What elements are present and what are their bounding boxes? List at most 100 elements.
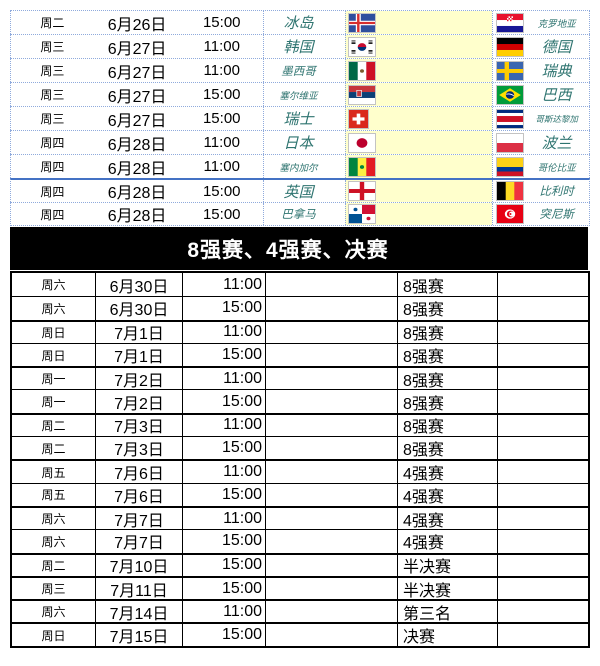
- weekday-cell: 周六: [41, 278, 66, 293]
- empty-cell: [265, 297, 397, 320]
- weekday-cell: 周二: [41, 441, 66, 456]
- knockout-row: 周六 6月30日 15:00 8强赛: [12, 296, 588, 320]
- knockout-banner: 8强赛、4强赛、决赛: [10, 227, 588, 270]
- home-flag-cell: [344, 180, 493, 202]
- germany-flag-icon: [496, 36, 525, 57]
- date-cell: 6月28日: [107, 136, 167, 154]
- time-cell: 15:00: [202, 110, 241, 127]
- away-name-box: 德国: [524, 36, 589, 57]
- knockout-row: 周六 7月14日 11:00 第三名: [12, 599, 588, 623]
- time-cell: 15:00: [182, 297, 265, 320]
- empty-cell: [265, 507, 397, 530]
- knockout-banner-title: 8强赛、4强赛、决赛: [187, 238, 389, 262]
- date-cell: 7月6日: [95, 461, 182, 483]
- time-cell: 15:00: [202, 86, 241, 103]
- weekday-cell: 周二: [40, 16, 65, 30]
- poland-flag-icon: [496, 132, 525, 153]
- weekday-cell: 周六: [41, 301, 66, 316]
- time-cell: 11:00: [182, 507, 265, 530]
- knockout-row: 周日 7月15日 15:00 决赛: [12, 622, 588, 646]
- time-cell: 11:00: [182, 601, 265, 623]
- home-team-name: 英国: [283, 182, 314, 201]
- date-cell: 7月14日: [95, 601, 182, 623]
- empty-cell: [265, 624, 397, 646]
- stage-cell: 8强赛: [397, 343, 497, 367]
- stage-cell: 4强赛: [397, 530, 497, 553]
- time-cell: 11:00: [182, 273, 265, 297]
- home-team-cell: 瑞士: [263, 107, 345, 130]
- date-cell: 6月27日: [107, 88, 167, 106]
- costa-rica-flag-icon: [496, 108, 525, 129]
- knockout-row: 周六 7月7日 11:00 4强赛: [12, 505, 588, 530]
- empty-cell: [265, 414, 397, 437]
- belgium-flag-icon: [496, 181, 525, 201]
- date-cell: 7月2日: [95, 368, 182, 390]
- group-match-row: 周三 6月27日 15:00 塞尔维亚 巴西: [10, 82, 590, 106]
- weekday-cell: 周三: [41, 582, 66, 596]
- stage-cell: 4强赛: [397, 483, 497, 506]
- away-team-name: 突尼斯: [539, 207, 574, 221]
- weekday-cell: 周三: [40, 40, 65, 54]
- switzerland-flag-icon: [347, 108, 369, 129]
- home-team-cell: 韩国: [263, 35, 345, 58]
- date-cell: 7月10日: [95, 554, 182, 576]
- time-cell: 11:00: [182, 368, 265, 390]
- away-name-box: 波兰: [524, 132, 589, 153]
- time-cell: 11:00: [203, 134, 240, 151]
- time-cell: 11:00: [182, 461, 265, 483]
- weekday-cell: 周一: [41, 372, 66, 387]
- knockout-row: 周日 7月1日 15:00 8强赛: [12, 342, 588, 367]
- home-flag-cell: [344, 83, 493, 106]
- empty-cell: [265, 554, 397, 576]
- date-cell: 7月2日: [95, 390, 182, 413]
- south-korea-flag-icon: [347, 36, 376, 57]
- away-team-name: 巴西: [541, 86, 572, 104]
- home-flag-cell: [344, 203, 493, 225]
- sweden-flag-icon: [496, 60, 525, 81]
- knockout-row: 周一 7月2日 11:00 8强赛: [12, 366, 588, 390]
- knockout-row: 周五 7月6日 11:00 4强赛: [12, 459, 588, 483]
- time-cell: 11:00: [182, 414, 265, 437]
- knockout-row: 周六 6月30日 11:00 8强赛: [12, 273, 588, 297]
- date-cell: 7月6日: [95, 483, 182, 506]
- weekday-cell: 周三: [40, 88, 65, 102]
- home-team-name: 塞尔维亚: [279, 90, 318, 102]
- empty-cell: [497, 343, 588, 367]
- date-cell: 6月27日: [107, 112, 167, 130]
- stage-cell: 8强赛: [397, 414, 497, 437]
- weekday-cell: 周四: [40, 136, 65, 150]
- group-stage-table: 周二 6月26日 15:00 冰岛 克罗地亚 周三 6月27日 11:00 韩国 德国 周三 6月27…: [10, 10, 590, 226]
- knockout-row: 周六 7月7日 15:00 4强赛: [12, 529, 588, 553]
- empty-cell: [265, 273, 397, 297]
- empty-cell: [265, 601, 397, 623]
- weekday-cell: 周二: [41, 418, 66, 433]
- stage-cell: 8强赛: [397, 437, 497, 460]
- away-team-name: 德国: [541, 38, 572, 56]
- home-team-name: 冰岛: [283, 14, 314, 32]
- away-team-cell: 瑞典: [492, 59, 589, 82]
- weekday-cell: 周四: [40, 160, 65, 174]
- weekday-cell: 周五: [41, 465, 66, 480]
- date-cell: 6月30日: [95, 273, 182, 297]
- empty-cell: [265, 343, 397, 367]
- group-match-row: 周三 6月27日 11:00 韩国 德国: [10, 34, 590, 58]
- empty-cell: [497, 624, 588, 646]
- empty-cell: [497, 273, 588, 297]
- home-team-name: 韩国: [283, 38, 314, 56]
- away-team-cell: 比利时: [492, 180, 589, 202]
- stage-cell: 4强赛: [397, 461, 497, 483]
- weekday-cell: 周日: [41, 348, 66, 363]
- time-cell: 15:00: [182, 577, 265, 600]
- empty-cell: [497, 530, 588, 553]
- away-team-cell: 哥伦比亚: [492, 155, 589, 178]
- empty-cell: [497, 554, 588, 576]
- away-team-cell: 哥斯达黎加: [492, 107, 589, 130]
- away-name-box: 哥斯达黎加: [524, 113, 589, 125]
- away-team-name: 波兰: [541, 134, 572, 152]
- away-name-box: 巴西: [524, 84, 589, 105]
- home-team-cell: 墨西哥: [263, 59, 345, 82]
- time-cell: 11:00: [203, 38, 240, 55]
- empty-cell: [265, 437, 397, 460]
- weekday-cell: 周六: [41, 605, 66, 620]
